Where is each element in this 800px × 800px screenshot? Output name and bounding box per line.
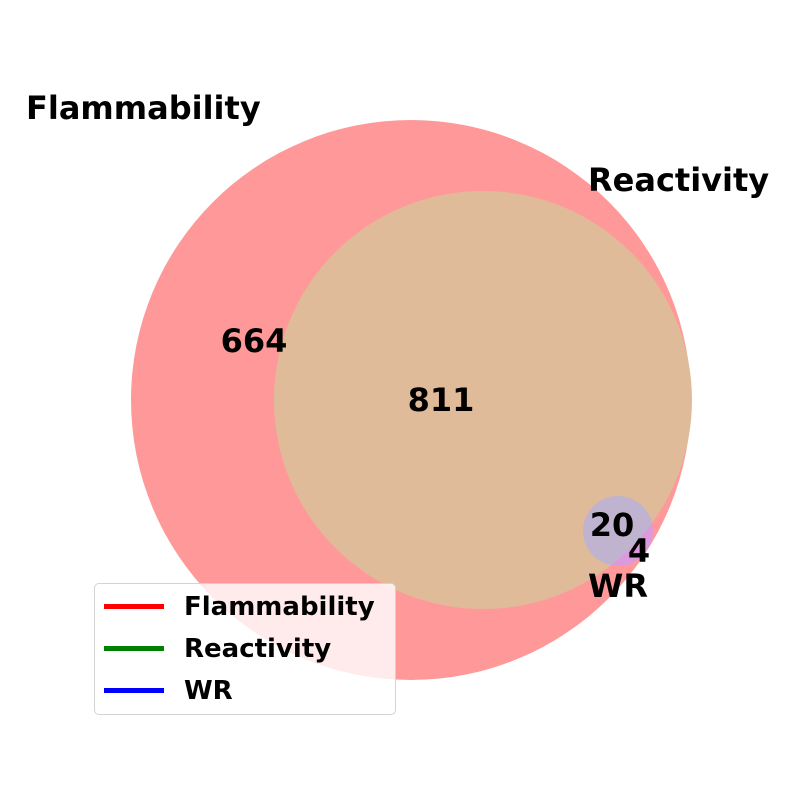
- legend: Flammability Reactivity WR: [94, 583, 396, 715]
- legend-line-flammability: [104, 604, 164, 609]
- set-label-wr: WR: [588, 567, 648, 605]
- legend-line-wr: [104, 688, 164, 693]
- legend-item-wr: WR: [95, 676, 395, 706]
- count-flammability-reactivity-wr: 20: [590, 506, 635, 544]
- set-label-flammability: Flammability: [26, 89, 261, 127]
- legend-item-reactivity: Reactivity: [95, 634, 395, 664]
- legend-label-wr: WR: [184, 676, 233, 706]
- legend-item-flammability: Flammability: [95, 592, 395, 622]
- legend-line-reactivity: [104, 646, 164, 651]
- legend-label-reactivity: Reactivity: [184, 634, 332, 664]
- reactivity-circle: [274, 191, 692, 609]
- count-flammability-only: 664: [221, 322, 288, 360]
- legend-label-flammability: Flammability: [184, 592, 375, 622]
- count-flammability-wr: 4: [628, 532, 650, 570]
- count-flammability-reactivity: 811: [408, 381, 475, 419]
- set-label-reactivity: Reactivity: [588, 161, 769, 199]
